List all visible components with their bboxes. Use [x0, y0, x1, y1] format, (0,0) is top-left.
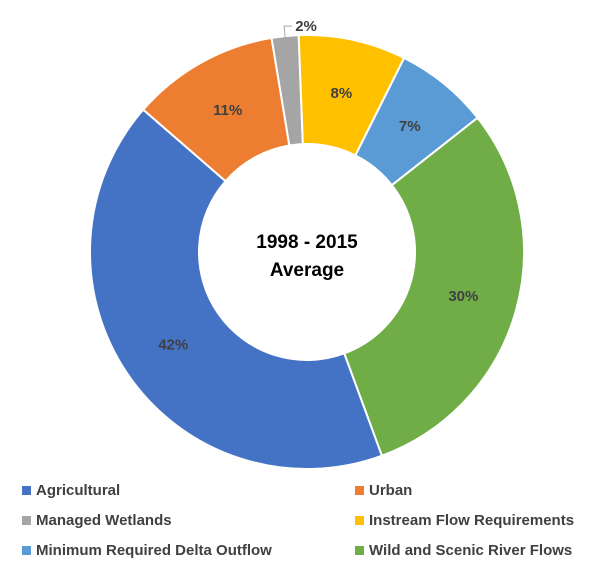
legend-label-agricultural: Agricultural: [36, 482, 120, 499]
data-label-urban: 11%: [213, 102, 242, 119]
slice-wild-and-scenic-river-flows: [343, 116, 525, 457]
legend-swatch-managed-wetlands: [22, 516, 31, 525]
data-label-wild-and-scenic-river-flows: 30%: [448, 288, 478, 305]
legend-label-instream-flow-requirements: Instream Flow Requirements: [369, 512, 574, 529]
data-label-minimum-required-delta-outflow: 7%: [399, 118, 421, 135]
slice-labels-group: 42% 11% 2% 8% 7% 30%: [158, 18, 478, 353]
legend-swatch-instream-flow-requirements: [355, 516, 364, 525]
data-label-agricultural: 42%: [158, 336, 188, 353]
legend-label-minimum-required-delta-outflow: Minimum Required Delta Outflow: [36, 542, 272, 559]
legend-label-wild-and-scenic-river-flows: Wild and Scenic River Flows: [369, 542, 572, 559]
center-title-line-2: Average: [270, 260, 344, 281]
slice-agricultural: [89, 108, 384, 470]
legend: Agricultural Urban Managed Wetlands Instrea…: [22, 482, 574, 559]
legend-swatch-wild-and-scenic-river-flows: [355, 546, 364, 555]
legend-label-urban: Urban: [369, 482, 412, 499]
legend-swatch-minimum-required-delta-outflow: [22, 546, 31, 555]
data-label-instream-flow-requirements: 8%: [330, 85, 352, 102]
legend-swatch-urban: [355, 486, 364, 495]
legend-label-managed-wetlands: Managed Wetlands: [36, 512, 172, 529]
leader-line-managed-wetlands: [283, 25, 293, 45]
data-label-managed-wetlands: 2%: [295, 18, 317, 35]
slices-group: [89, 34, 525, 470]
legend-swatch-agricultural: [22, 486, 31, 495]
center-title-line-1: 1998 - 2015: [256, 232, 358, 253]
